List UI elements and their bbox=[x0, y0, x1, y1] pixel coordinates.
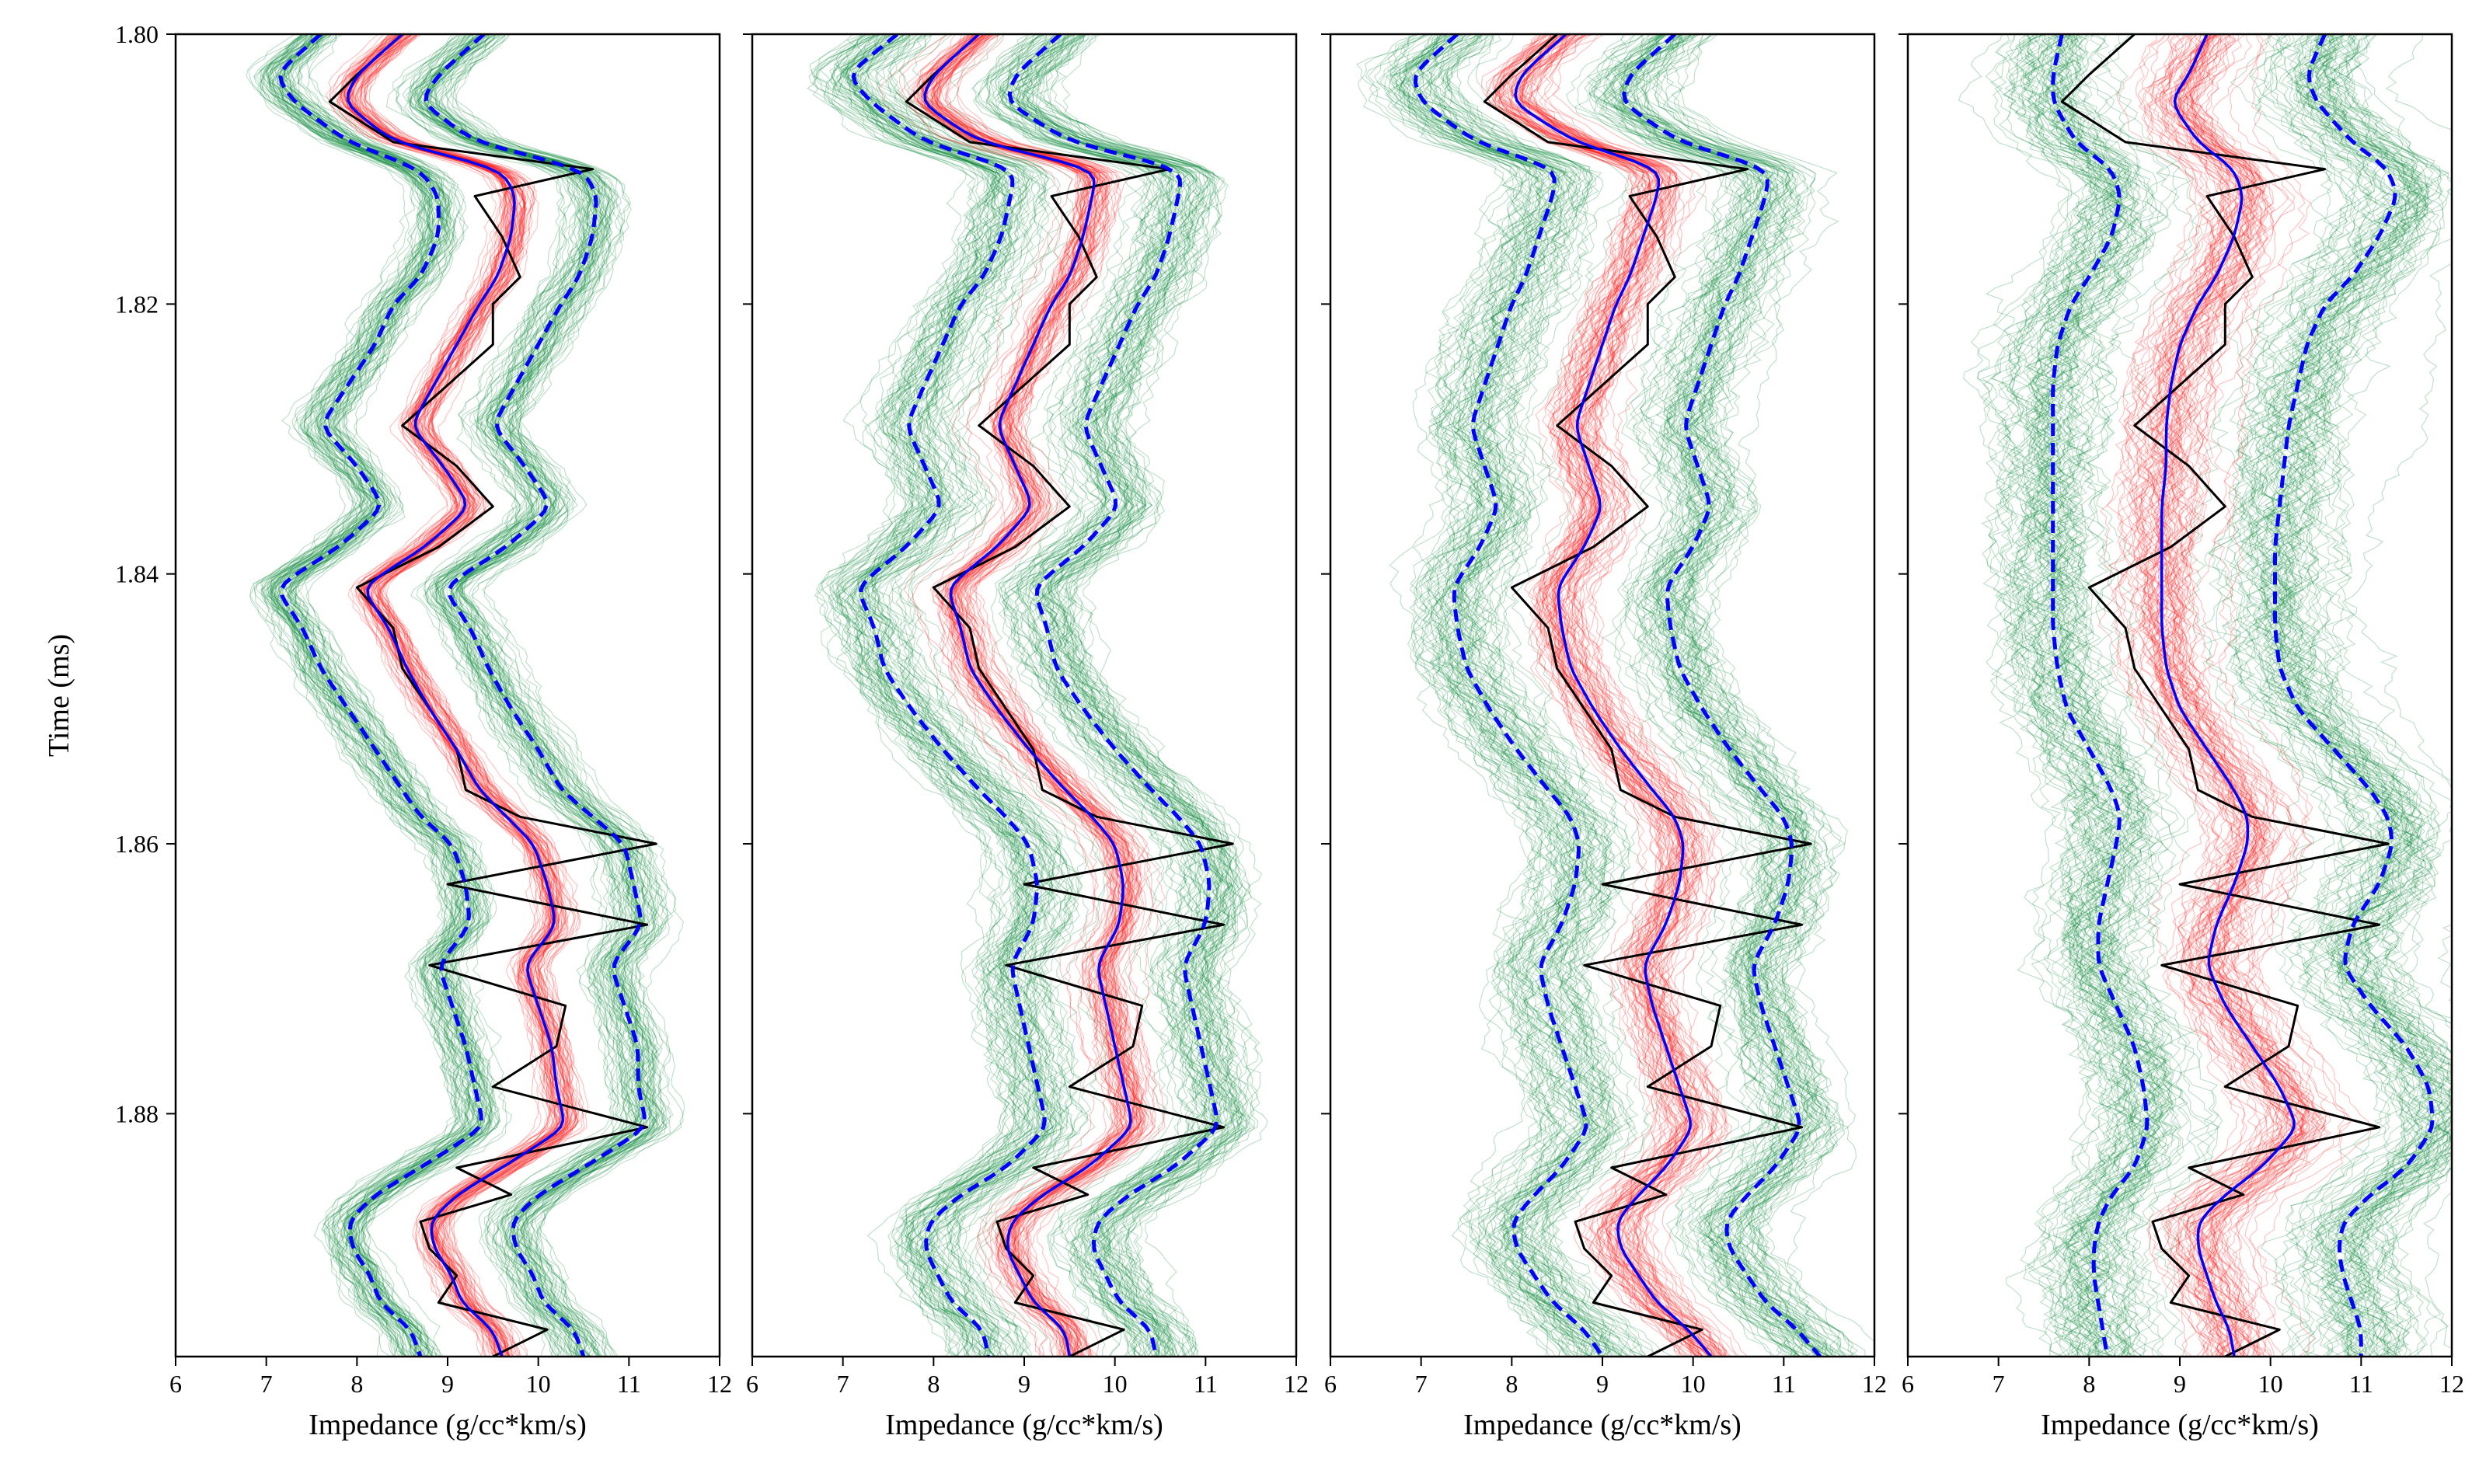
x-tick-label: 8 bbox=[2083, 1370, 2095, 1398]
series-lower-bound bbox=[2051, 34, 2150, 1357]
series-upper-bound bbox=[2273, 34, 2435, 1357]
x-tick-label: 11 bbox=[617, 1370, 641, 1398]
x-axis-label: Impedance (g/cc*km/s) bbox=[885, 1409, 1163, 1441]
x-tick-label: 7 bbox=[260, 1370, 273, 1398]
x-tick-label: 10 bbox=[1681, 1370, 1706, 1398]
x-tick-label: 6 bbox=[746, 1370, 758, 1398]
y-tick-label: 1.80 bbox=[115, 20, 159, 48]
series-upper-bound bbox=[1622, 34, 1822, 1357]
x-tick-label: 12 bbox=[1284, 1370, 1309, 1398]
x-tick-label: 8 bbox=[1505, 1370, 1518, 1398]
ensemble-lower-band bbox=[1958, 34, 2223, 1357]
ensemble-upper-band bbox=[2186, 34, 2452, 1357]
x-tick-label: 11 bbox=[1194, 1370, 1218, 1398]
x-tick-label: 10 bbox=[2258, 1370, 2283, 1398]
panel-2: 6 7 8 9 10 11 12 Impedance (g/cc*km/s) bbox=[743, 33, 1309, 1441]
x-tick-label: 8 bbox=[927, 1370, 940, 1398]
y-tick-label: 1.84 bbox=[115, 560, 159, 588]
x-tick-label: 9 bbox=[1596, 1370, 1609, 1398]
series-mean-estimate bbox=[923, 34, 1132, 1357]
x-tick-label: 11 bbox=[2349, 1370, 2373, 1398]
x-tick-label: 12 bbox=[707, 1370, 732, 1398]
y-tick-label: 1.88 bbox=[115, 1099, 159, 1127]
x-tick-label: 9 bbox=[441, 1370, 454, 1398]
x-tick-label: 7 bbox=[1993, 1370, 2005, 1398]
x-tick-label: 6 bbox=[169, 1370, 182, 1398]
x-tick-label: 7 bbox=[1415, 1370, 1428, 1398]
x-tick-label: 10 bbox=[526, 1370, 551, 1398]
x-tick-label: 6 bbox=[1324, 1370, 1337, 1398]
ensemble-lower-band bbox=[1356, 34, 1673, 1357]
series-lower-bound bbox=[278, 34, 483, 1357]
x-tick-label: 6 bbox=[1902, 1370, 1914, 1398]
x-tick-label: 8 bbox=[350, 1370, 363, 1398]
x-axis-label: Impedance (g/cc*km/s) bbox=[2041, 1409, 2319, 1441]
series-mean-estimate bbox=[347, 34, 564, 1357]
x-tick-label: 11 bbox=[1772, 1370, 1796, 1398]
x-tick-label: 10 bbox=[1103, 1370, 1128, 1398]
series-mean-estimate bbox=[1514, 34, 1713, 1357]
series-mean-estimate bbox=[2160, 34, 2296, 1357]
y-tick-label: 1.86 bbox=[115, 830, 159, 858]
series-true-impedance bbox=[2060, 34, 2390, 1357]
panel-3: 6 7 8 9 10 11 12 Impedance (g/cc*km/s) bbox=[1321, 33, 1887, 1441]
series-lower-bound bbox=[1413, 34, 1605, 1357]
ensemble-lower-band bbox=[246, 34, 513, 1357]
series-upper-bound bbox=[1007, 34, 1219, 1357]
panel-4: 6 7 8 9 10 11 12 Impedance (g/cc*km/s) bbox=[1898, 33, 2464, 1441]
series-true-impedance bbox=[1483, 34, 1812, 1357]
plot-area bbox=[807, 34, 1268, 1357]
x-axis-label: Impedance (g/cc*km/s) bbox=[309, 1409, 587, 1441]
series-lower-bound bbox=[851, 34, 1047, 1357]
plot-area bbox=[1958, 34, 2452, 1357]
x-tick-label: 9 bbox=[2174, 1370, 2186, 1398]
x-axis-label: Impedance (g/cc*km/s) bbox=[1463, 1409, 1742, 1441]
x-tick-label: 12 bbox=[1862, 1370, 1887, 1398]
y-axis-label: Time (ms) bbox=[43, 634, 75, 757]
plot-area bbox=[1356, 34, 1874, 1357]
plot-area bbox=[246, 34, 685, 1357]
x-tick-label: 12 bbox=[2439, 1370, 2464, 1398]
x-tick-label: 7 bbox=[837, 1370, 849, 1398]
series-upper-bound bbox=[424, 34, 647, 1357]
x-tick-label: 9 bbox=[1018, 1370, 1030, 1398]
y-tick-label: 1.82 bbox=[115, 290, 159, 318]
panel-1: 6 7 8 9 10 11 12 Impedance (g/cc*km/s) 1.80 1.82 1… bbox=[43, 20, 732, 1441]
